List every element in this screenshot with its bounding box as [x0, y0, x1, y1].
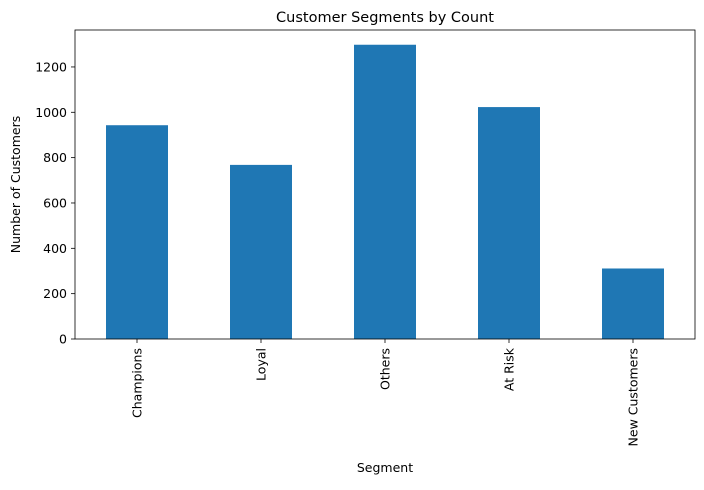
x-tick-label: At Risk: [502, 347, 517, 391]
bar-others: [354, 44, 416, 340]
bar-new-customers: [602, 268, 664, 339]
x-tick-label: New Customers: [626, 348, 641, 446]
y-axis: 0 200 400 600 800 1000 1200: [35, 59, 75, 347]
y-tick-label: 1000: [35, 105, 67, 120]
bar-at-risk: [478, 107, 540, 339]
y-tick-label: 600: [43, 195, 67, 210]
bars-group: [106, 44, 664, 340]
bar-champions: [106, 125, 168, 339]
bar-loyal: [230, 164, 292, 339]
y-tick-label: 200: [43, 286, 67, 301]
x-axis-label: Segment: [357, 460, 413, 475]
x-tick-label: Loyal: [254, 348, 269, 381]
x-tick-label: Champions: [130, 348, 145, 418]
x-axis: Champions Loyal Others At Risk New Customers: [130, 339, 641, 446]
y-tick-label: 400: [43, 241, 67, 256]
chart-title: Customer Segments by Count: [276, 10, 494, 26]
x-tick-label: Others: [378, 348, 393, 390]
plot-frame: [74, 29, 696, 340]
y-tick-label: 800: [43, 150, 67, 165]
y-tick-label: 0: [59, 332, 67, 347]
y-axis-label: Number of Customers: [8, 116, 23, 253]
y-tick-label: 1200: [35, 59, 67, 74]
